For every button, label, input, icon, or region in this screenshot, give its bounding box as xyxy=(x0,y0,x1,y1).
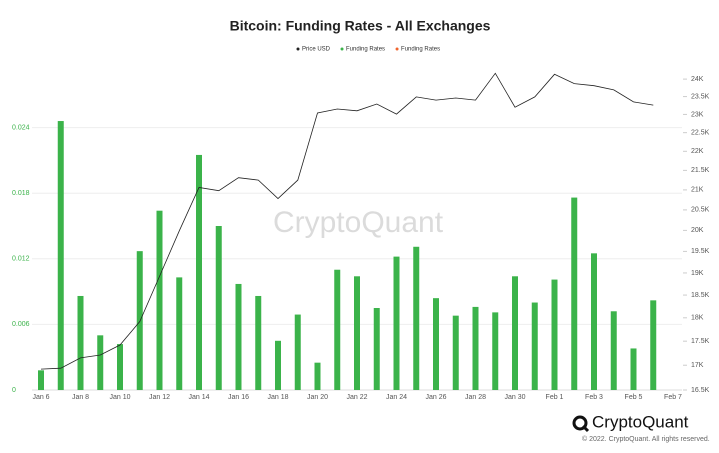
y2-tick-label: 23K xyxy=(691,111,704,118)
logo xyxy=(572,415,590,433)
x-tick-label: Feb 1 xyxy=(546,394,564,401)
bar xyxy=(492,312,499,390)
bar xyxy=(136,251,143,390)
y2-tick-label: 20K xyxy=(691,227,704,234)
bar xyxy=(275,340,281,390)
y2-tick-label: 19K xyxy=(691,270,704,277)
legend-swatch xyxy=(340,47,344,51)
bar xyxy=(373,308,380,390)
bar xyxy=(413,246,420,390)
bar xyxy=(176,277,183,390)
bar xyxy=(196,154,202,390)
bar xyxy=(38,370,44,390)
bar xyxy=(354,276,360,390)
y-tick-label: 0.012 xyxy=(12,256,30,263)
x-tick-label: Jan 26 xyxy=(425,394,446,401)
x-tick-label: Jan 24 xyxy=(386,394,407,401)
x-tick-label: Feb 3 xyxy=(585,394,603,401)
y-tick-label: 0.024 xyxy=(12,124,30,131)
bar xyxy=(156,210,163,390)
bar xyxy=(472,306,479,390)
bar xyxy=(571,197,578,390)
y2-tick-label: 18K xyxy=(691,315,704,322)
legend: Price USD Funding Rates Funding Rates xyxy=(296,47,440,53)
bar xyxy=(97,335,104,390)
x-tick-label: Jan 10 xyxy=(109,394,130,401)
legend-label: Price USD xyxy=(302,47,331,53)
y-tick-label: 0.006 xyxy=(12,321,30,328)
y2-tick-label: 18.5K xyxy=(691,292,710,299)
legend-label: Funding Rates xyxy=(346,47,385,53)
x-tick-label: Jan 6 xyxy=(32,394,49,401)
y2-tick-label: 17K xyxy=(691,362,704,369)
y2-tick-label: 22K xyxy=(691,148,704,155)
bar xyxy=(255,295,262,390)
chart-title: Bitcoin: Funding Rates - All Exchanges xyxy=(230,18,491,34)
x-tick-label: Feb 7 xyxy=(664,394,682,401)
bar xyxy=(512,276,518,390)
x-tick-label: Jan 28 xyxy=(465,394,486,401)
bar xyxy=(393,256,400,390)
y2-tick-label: 16.5K xyxy=(691,387,710,394)
brand: CryptoQuant xyxy=(592,412,689,431)
bar xyxy=(117,344,123,390)
bar xyxy=(452,315,459,390)
legend-swatch xyxy=(395,47,399,51)
legend-label: Funding Rates xyxy=(401,47,440,53)
bar xyxy=(294,314,301,390)
price-line xyxy=(40,72,654,370)
x-tick-label: Jan 30 xyxy=(504,394,525,401)
bar xyxy=(334,269,341,390)
y-tick-label: 0 xyxy=(12,387,16,394)
y2-tick-label: 23.5K xyxy=(691,93,710,100)
x-tick-label: Jan 8 xyxy=(72,394,89,401)
y2-tick-label: 22.5K xyxy=(691,130,710,137)
copyright: © 2022. CryptoQuant. All rights reserved… xyxy=(582,435,710,443)
y2-tick-label: 20.5K xyxy=(691,207,710,214)
bar xyxy=(531,302,538,390)
bar xyxy=(591,253,597,390)
x-tick-label: Jan 16 xyxy=(228,394,249,401)
y2-tick-label: 17.5K xyxy=(691,338,710,345)
bar xyxy=(610,311,617,390)
bar xyxy=(57,121,64,390)
bar xyxy=(630,348,637,390)
x-tick-label: Jan 22 xyxy=(346,394,367,401)
bar xyxy=(433,298,439,390)
x-tick-label: Jan 12 xyxy=(149,394,170,401)
x-tick-label: Jan 20 xyxy=(307,394,328,401)
y2-tick-label: 19.5K xyxy=(691,248,710,255)
bar xyxy=(235,283,242,390)
bar xyxy=(215,226,222,390)
y2-tick-label: 24K xyxy=(691,76,704,83)
x-tick-label: Feb 5 xyxy=(625,394,643,401)
bar xyxy=(77,295,84,390)
watermark: CryptoQuant xyxy=(273,206,444,239)
legend-swatch xyxy=(296,47,300,51)
y2-tick-label: 21K xyxy=(691,187,704,194)
bar xyxy=(650,300,657,390)
bar xyxy=(551,279,558,390)
bar xyxy=(314,362,321,390)
x-tick-label: Jan 18 xyxy=(267,394,288,401)
y-tick-label: 0.018 xyxy=(12,190,30,197)
y2-tick-label: 21.5K xyxy=(691,167,710,174)
x-tick-label: Jan 14 xyxy=(188,394,209,401)
